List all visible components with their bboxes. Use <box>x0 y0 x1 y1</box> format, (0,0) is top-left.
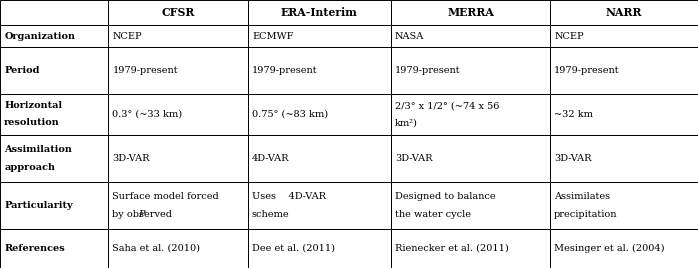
Bar <box>0 94 108 135</box>
Bar <box>0 25 108 47</box>
Bar <box>391 94 550 135</box>
Text: 3D-VAR: 3D-VAR <box>112 154 150 163</box>
Text: Assimilation: Assimilation <box>4 145 72 154</box>
Bar <box>108 25 248 47</box>
Bar <box>0 47 108 94</box>
Text: 0.75° (~83 km): 0.75° (~83 km) <box>252 110 328 119</box>
Bar <box>391 25 550 47</box>
Text: 3D-VAR: 3D-VAR <box>554 154 592 163</box>
Text: Saha et al. (2010): Saha et al. (2010) <box>112 244 200 253</box>
Bar <box>391 135 550 182</box>
Bar <box>108 0 248 25</box>
Text: the water cycle: the water cycle <box>395 210 471 219</box>
Text: Mesinger et al. (2004): Mesinger et al. (2004) <box>554 244 664 253</box>
Text: NASA: NASA <box>395 32 424 40</box>
Text: approach: approach <box>4 163 55 172</box>
Text: Assimilates: Assimilates <box>554 192 610 200</box>
Text: by observed: by observed <box>112 210 175 219</box>
Bar <box>391 182 550 229</box>
Text: NCEP: NCEP <box>112 32 142 40</box>
Bar <box>248 25 391 47</box>
Text: Horizontal: Horizontal <box>4 102 62 110</box>
Bar <box>248 47 391 94</box>
Text: Uses    4D-VAR: Uses 4D-VAR <box>252 192 326 200</box>
Bar <box>248 182 391 229</box>
Text: 2/3° x 1/2° (~74 x 56: 2/3° x 1/2° (~74 x 56 <box>395 102 500 110</box>
Bar <box>0 0 108 25</box>
Bar <box>550 47 698 94</box>
Text: 4D-VAR: 4D-VAR <box>252 154 290 163</box>
Text: scheme: scheme <box>252 210 290 219</box>
Bar <box>248 94 391 135</box>
Text: Period: Period <box>4 66 40 75</box>
Bar <box>0 135 108 182</box>
Bar <box>550 182 698 229</box>
Bar <box>550 0 698 25</box>
Bar <box>391 229 550 268</box>
Bar <box>108 229 248 268</box>
Text: Dee et al. (2011): Dee et al. (2011) <box>252 244 335 253</box>
Text: 0.3° (~33 km): 0.3° (~33 km) <box>112 110 182 119</box>
Text: P: P <box>139 210 145 219</box>
Bar <box>550 25 698 47</box>
Text: Surface model forced: Surface model forced <box>112 192 219 200</box>
Text: Rienecker et al. (2011): Rienecker et al. (2011) <box>395 244 509 253</box>
Bar <box>108 94 248 135</box>
Text: precipitation: precipitation <box>554 210 618 219</box>
Bar <box>108 47 248 94</box>
Text: CFSR: CFSR <box>161 7 195 18</box>
Bar <box>248 0 391 25</box>
Text: NCEP: NCEP <box>554 32 584 40</box>
Text: NARR: NARR <box>606 7 642 18</box>
Bar <box>391 0 550 25</box>
Bar <box>550 135 698 182</box>
Bar <box>0 229 108 268</box>
Text: 1979-present: 1979-present <box>112 66 178 75</box>
Text: Organization: Organization <box>4 32 75 40</box>
Bar <box>108 182 248 229</box>
Text: ERA-Interim: ERA-Interim <box>281 7 357 18</box>
Text: km²): km²) <box>395 118 418 127</box>
Text: resolution: resolution <box>4 118 60 127</box>
Bar <box>0 182 108 229</box>
Bar <box>550 94 698 135</box>
Text: References: References <box>4 244 65 253</box>
Text: 3D-VAR: 3D-VAR <box>395 154 433 163</box>
Text: 1979-present: 1979-present <box>554 66 620 75</box>
Bar <box>248 135 391 182</box>
Text: MERRA: MERRA <box>447 7 494 18</box>
Text: ECMWF: ECMWF <box>252 32 293 40</box>
Text: ~32 km: ~32 km <box>554 110 593 119</box>
Text: Designed to balance: Designed to balance <box>395 192 496 200</box>
Text: 1979-present: 1979-present <box>252 66 318 75</box>
Text: Particularity: Particularity <box>4 201 73 210</box>
Bar <box>391 47 550 94</box>
Bar <box>550 229 698 268</box>
Bar <box>248 229 391 268</box>
Text: 1979-present: 1979-present <box>395 66 461 75</box>
Bar <box>108 135 248 182</box>
